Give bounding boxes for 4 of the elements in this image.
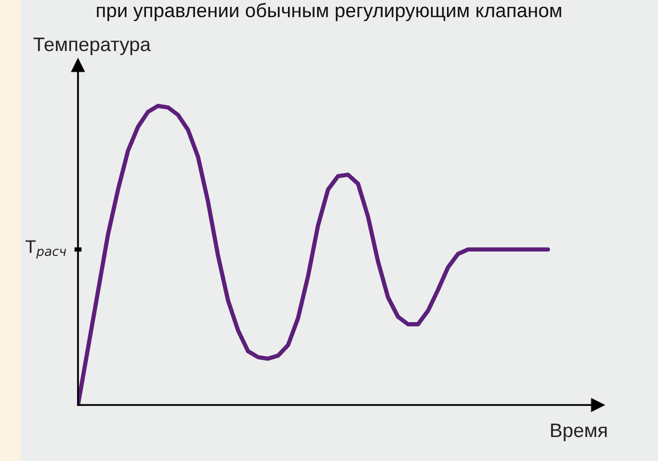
chart-title: при управлении обычным регулирующим клапаном xyxy=(96,2,562,22)
y-axis-title: Температура xyxy=(33,38,151,56)
ref-line-label: T$_{расч}$ xyxy=(26,240,66,258)
x-axis-title: Время xyxy=(551,424,607,442)
